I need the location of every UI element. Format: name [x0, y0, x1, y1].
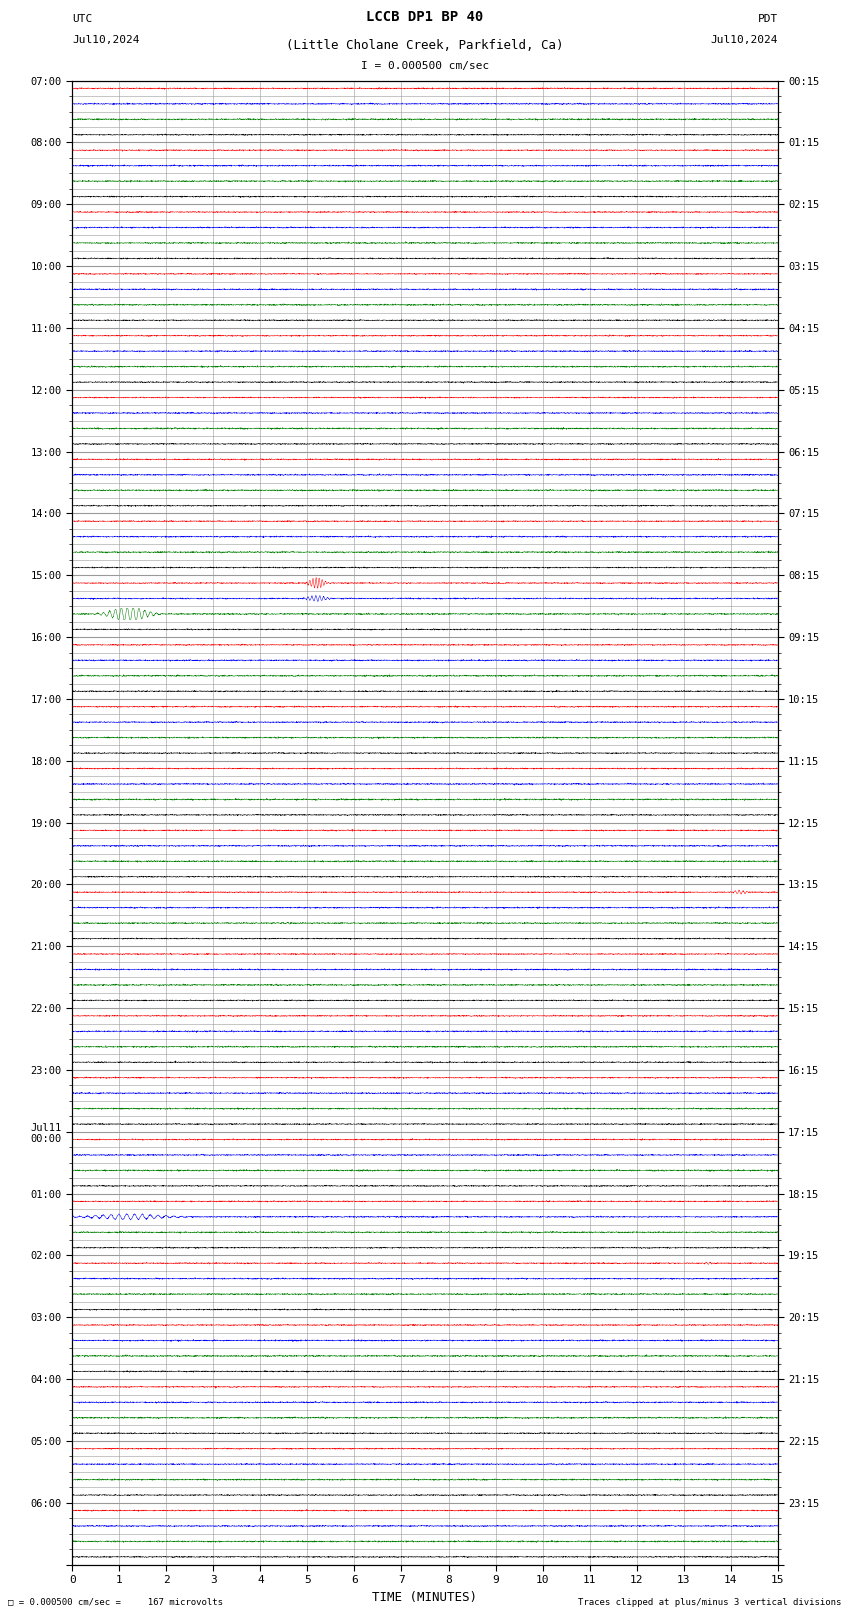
Text: UTC: UTC [72, 15, 93, 24]
Text: □ = 0.000500 cm/sec =     167 microvolts: □ = 0.000500 cm/sec = 167 microvolts [8, 1597, 224, 1607]
Text: Traces clipped at plus/minus 3 vertical divisions: Traces clipped at plus/minus 3 vertical … [578, 1597, 842, 1607]
Text: Jul10,2024: Jul10,2024 [711, 35, 778, 45]
Text: LCCB DP1 BP 40: LCCB DP1 BP 40 [366, 10, 484, 24]
Text: (Little Cholane Creek, Parkfield, Ca): (Little Cholane Creek, Parkfield, Ca) [286, 39, 564, 52]
Text: PDT: PDT [757, 15, 778, 24]
Text: Jul10,2024: Jul10,2024 [72, 35, 139, 45]
X-axis label: TIME (MINUTES): TIME (MINUTES) [372, 1590, 478, 1603]
Text: I = 0.000500 cm/sec: I = 0.000500 cm/sec [361, 61, 489, 71]
